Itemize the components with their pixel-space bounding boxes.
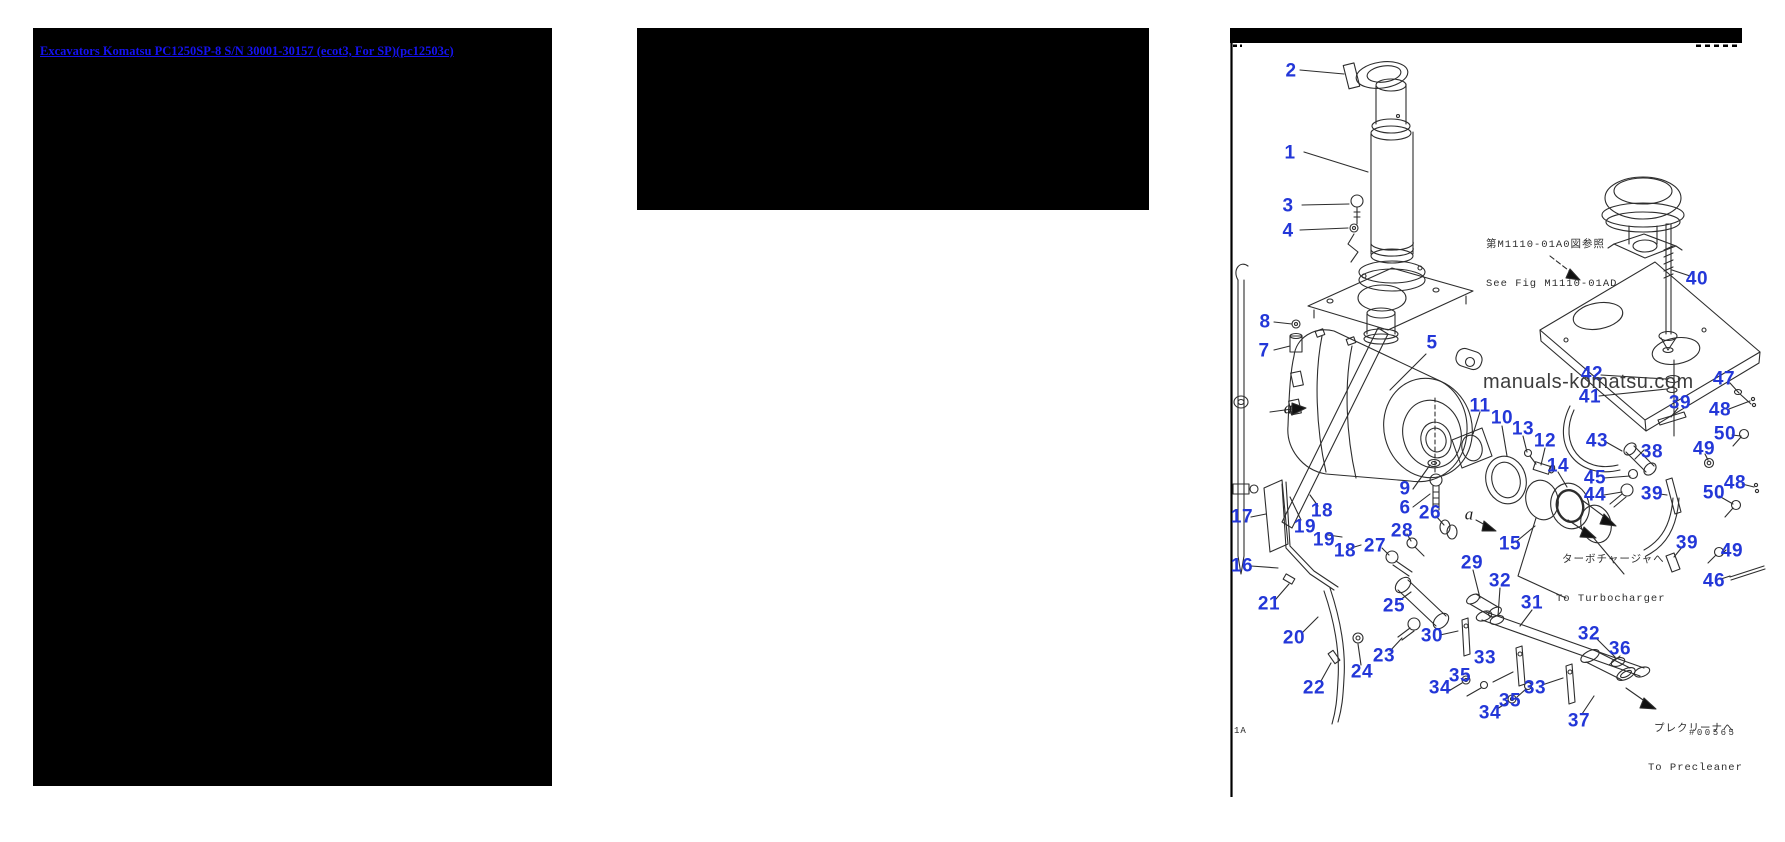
callout-30: 30 [1420,625,1444,647]
callout-3: 3 [1282,195,1294,217]
callout-31: 31 [1520,592,1544,614]
callout-25: 25 [1382,595,1406,617]
to-turbocharger-jp: ターボチャージャへ [1562,554,1665,566]
view-arrow-label-a: a [1283,398,1293,418]
callout-46: 46 [1702,570,1726,592]
model-breadcrumb-link[interactable]: Excavators Komatsu PC1250SP-8 S/N 30001-… [40,44,454,58]
to-turbocharger-en: To Turbocharger [1556,593,1666,605]
callout-20: 20 [1282,627,1306,649]
callout-47: 47 [1712,368,1736,390]
callout-11: 11 [1469,395,1491,417]
callout-22: 22 [1302,677,1326,699]
view-arrow-label-a: a [1464,504,1474,524]
callout-18: 18 [1310,500,1334,522]
callout-33: 33 [1523,677,1547,699]
callout-38: 38 [1640,441,1664,463]
see-fig-note-en: See Fig M1110-01AD [1486,278,1618,290]
callout-15: 15 [1498,533,1522,555]
callout-26: 26 [1418,502,1442,524]
callout-10: 10 [1490,407,1514,429]
left-black-panel: Excavators Komatsu PC1250SP-8 S/N 30001-… [33,28,552,786]
callout-34: 34 [1428,677,1452,699]
callout-6: 6 [1399,497,1411,519]
to-precleaner-jp: プレクリーナへ [1654,723,1735,735]
middle-black-panel [637,28,1149,210]
callout-19: 19 [1312,529,1336,551]
callout-14: 14 [1546,455,1570,477]
sheet-mark: 1A [1234,726,1247,736]
callout-39: 39 [1668,392,1692,414]
callout-23: 23 [1372,645,1396,667]
callout-39: 39 [1675,532,1699,554]
callout-21: 21 [1257,593,1281,615]
callout-7: 7 [1258,340,1270,362]
callout-50: 50 [1713,423,1737,445]
callout-41: 41 [1578,386,1602,408]
callout-33: 33 [1473,647,1497,669]
callout-45: 45 [1583,467,1607,489]
watermark: manuals-komatsu.com [1483,371,1694,393]
callout-9: 9 [1399,478,1411,500]
callout-32: 32 [1577,623,1601,645]
callout-48: 48 [1708,399,1732,421]
drawing-code: #00565 [1689,728,1737,738]
callout-49: 49 [1692,438,1716,460]
callout-5: 5 [1426,332,1438,354]
callout-44: 44 [1583,484,1607,506]
callout-2: 2 [1285,60,1297,82]
callout-18: 18 [1333,540,1357,562]
callout-8: 8 [1259,311,1271,333]
callout-34: 34 [1478,702,1502,724]
callout-4: 4 [1282,220,1294,242]
callout-16: 16 [1230,555,1254,577]
callout-27: 27 [1363,535,1387,557]
parts-diagram-line-art [1230,28,1766,797]
callout-13: 13 [1511,418,1535,440]
callout-29: 29 [1460,552,1484,574]
to-precleaner-label: プレクリーナへ To Precleaner [1648,697,1743,801]
see-fig-note-jp: 第M1110-01A0図参照 [1486,239,1606,251]
callout-28: 28 [1390,520,1414,542]
callout-17: 17 [1230,506,1254,528]
see-fig-note: 第M1110-01A0図参照 See Fig M1110-01AD [1486,213,1617,317]
to-precleaner-en: To Precleaner [1648,762,1743,774]
callout-12: 12 [1533,430,1557,452]
to-turbocharger-label: ターボチャージャへ To Turbocharger [1556,528,1666,632]
callout-42: 42 [1580,363,1604,385]
callout-24: 24 [1350,661,1374,683]
callout-35: 35 [1448,665,1472,687]
callout-39: 39 [1640,483,1664,505]
callout-32: 32 [1488,570,1512,592]
callout-50: 50 [1702,482,1726,504]
callout-48: 48 [1723,472,1747,494]
callout-49: 49 [1720,540,1744,562]
callout-40: 40 [1685,268,1709,290]
callout-43: 43 [1585,430,1609,452]
callout-35: 35 [1498,690,1522,712]
callout-36: 36 [1608,638,1632,660]
callout-19: 19 [1293,516,1317,538]
callout-1: 1 [1284,142,1296,164]
callout-37: 37 [1567,710,1591,732]
